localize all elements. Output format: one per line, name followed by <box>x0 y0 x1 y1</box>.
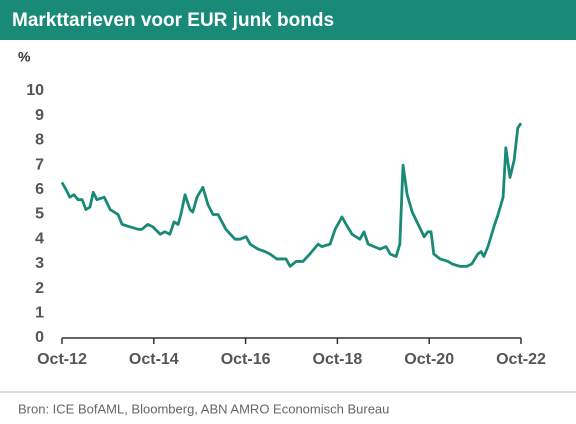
title-bar <box>0 0 576 40</box>
y-tick-label: 6 <box>35 181 44 198</box>
y-tick-label: 3 <box>35 255 44 272</box>
y-tick-label: 9 <box>35 107 44 124</box>
x-tick-label: Oct-20 <box>404 351 454 368</box>
y-tick-label: 8 <box>35 132 44 149</box>
x-tick-label: Oct-14 <box>129 351 179 368</box>
source: Bron: ICE BofAML, Bloomberg, ABN AMRO Ec… <box>18 401 389 416</box>
x-tick-label: Oct-12 <box>37 351 87 368</box>
y-axis-label: % <box>18 49 31 65</box>
y-tick-label: 2 <box>35 280 44 297</box>
chart-title: Markttarieven voor EUR junk bonds <box>12 10 334 31</box>
line-series <box>60 122 523 268</box>
x-tick-label: Oct-16 <box>221 351 271 368</box>
y-tick-label: 10 <box>26 82 44 99</box>
x-tick-label: Oct-18 <box>313 351 363 368</box>
y-tick-label: 1 <box>35 305 44 322</box>
y-tick-label: 7 <box>35 156 44 173</box>
y-tick-label: 0 <box>35 329 44 346</box>
y-tick-label: 4 <box>35 230 44 247</box>
y-tick-label: 5 <box>35 206 44 223</box>
x-tick-label: Oct-22 <box>496 351 546 368</box>
